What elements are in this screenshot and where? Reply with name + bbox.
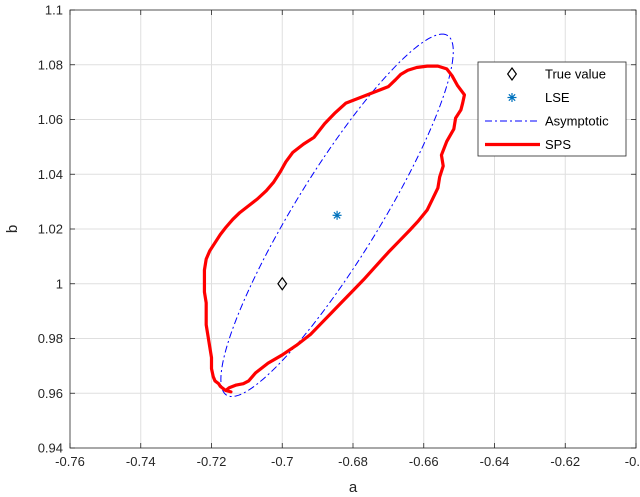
y-tick-label: 1.04	[38, 167, 63, 182]
x-tick-label: -0.74	[126, 454, 156, 469]
y-tick-label: 0.98	[38, 331, 63, 346]
legend-true-value-symbol	[506, 66, 518, 82]
y-tick-label: 1.08	[38, 57, 63, 72]
legend-box	[477, 61, 627, 157]
legend-label: LSE	[545, 90, 570, 105]
legend-lse-symbol	[507, 93, 517, 102]
y-tick-label: 1.02	[38, 222, 63, 237]
y-tick-label: 1	[56, 276, 63, 291]
true-value-marker	[277, 276, 288, 291]
asymptotic-ellipse	[220, 33, 454, 398]
x-tick-label: -0.66	[409, 454, 439, 469]
y-tick-label: 0.96	[38, 386, 63, 401]
x-tick-label: -0.72	[197, 454, 227, 469]
y-tick-label: 0.94	[38, 441, 63, 456]
y-axis-label: b	[4, 225, 21, 233]
x-tick-label: -0.64	[480, 454, 510, 469]
y-tick-label: 1.1	[45, 3, 63, 18]
legend: True value LSE Asymptotic SPS	[477, 61, 627, 157]
y-tick-label: 1.06	[38, 112, 63, 127]
x-axis-label: a	[349, 479, 358, 496]
x-tick-label: -0.6	[625, 454, 640, 469]
sps-region-line	[202, 64, 467, 394]
lse-marker	[332, 210, 342, 220]
legend-label: Asymptotic	[545, 114, 609, 129]
x-tick-label: -0.76	[55, 454, 85, 469]
legend-label: SPS	[545, 137, 571, 152]
x-tick-label: -0.62	[550, 454, 580, 469]
tick-labels: -0.76 -0.74 -0.72 -0.7 -0.68 -0.66 -0.64 -0.62 -…	[38, 3, 640, 470]
legend-items: True value LSE Asymptotic SPS	[485, 66, 609, 152]
x-tick-label: -0.68	[338, 454, 368, 469]
legend-label: True value	[545, 67, 606, 82]
ticks	[69, 9, 637, 449]
series-layer	[202, 33, 467, 398]
x-tick-label: -0.7	[271, 454, 293, 469]
